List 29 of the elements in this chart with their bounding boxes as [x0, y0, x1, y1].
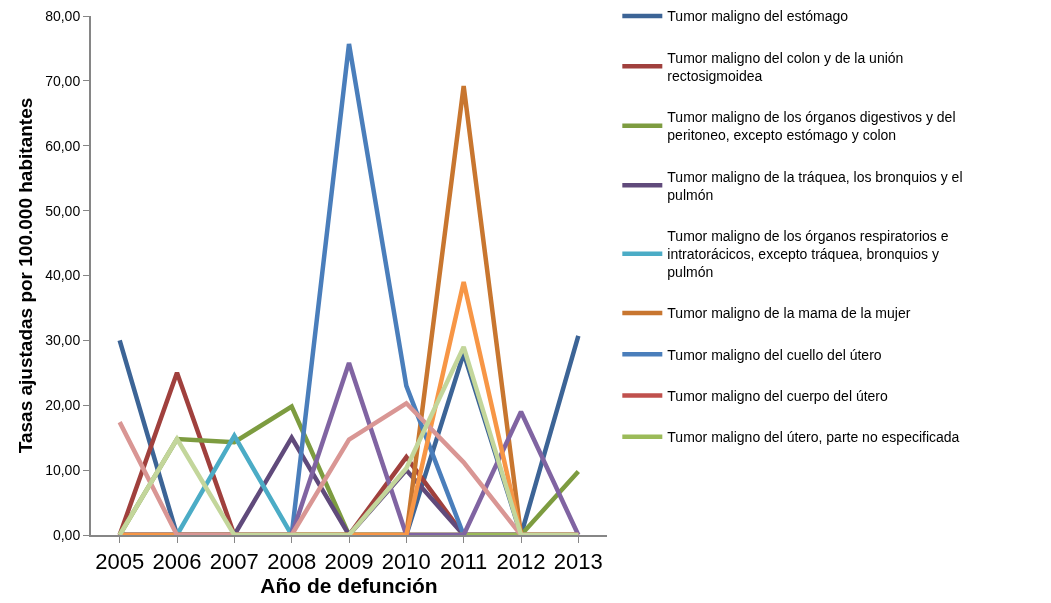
legend-label: Tumor maligno de los órganos digestivos y del peritoneo, excepto estómago y colon [667, 109, 956, 144]
x-axis-title: Año de defunción [260, 574, 438, 598]
y-tick-label: 10,00 [45, 462, 81, 479]
y-axis-title: Tasas ajustadas por 100.000 habitantes [14, 97, 36, 454]
legend-label: Tumor maligno del útero, parte no especificada [667, 429, 960, 446]
legend-label: Tumor maligno de la tráquea, los bronquios y el pulmón [667, 168, 963, 203]
x-tick-label: 2006 [152, 549, 202, 575]
legend-label: Tumor maligno del estómago [667, 8, 849, 25]
x-tick-label: 2009 [324, 549, 374, 575]
x-tick-label: 2007 [209, 549, 259, 575]
x-tick-label: 2013 [553, 549, 603, 575]
y-tick-label: 50,00 [45, 202, 81, 219]
y-tick-label: 80,00 [45, 7, 81, 24]
x-tick-label: 2010 [381, 549, 431, 575]
y-tick-label: 60,00 [45, 137, 81, 154]
y-tick-label: 0,00 [52, 526, 81, 543]
legend-label: Tumor maligno de los órganos respiratorios e intratorácicos, excepto tráquea, bronquios y pulmón [667, 227, 949, 281]
x-tick-label: 2005 [95, 549, 145, 575]
x-tick-label: 2012 [496, 549, 546, 575]
legend-label: Tumor maligno del colon y de la unión rectosigmoidea [667, 49, 904, 84]
y-tick-label: 70,00 [45, 72, 81, 89]
legend-label: Tumor maligno del cuello del útero [667, 346, 882, 363]
y-tick-label: 20,00 [45, 397, 81, 414]
x-tick-label: 2008 [267, 549, 317, 575]
x-tick-label: 2011 [440, 549, 488, 575]
legend-label: Tumor maligno del cuerpo del útero [667, 387, 889, 404]
legend-label: Tumor maligno de la mama de la mujer [667, 305, 911, 322]
y-tick-label: 40,00 [45, 267, 81, 284]
y-tick-label: 30,00 [45, 332, 81, 349]
